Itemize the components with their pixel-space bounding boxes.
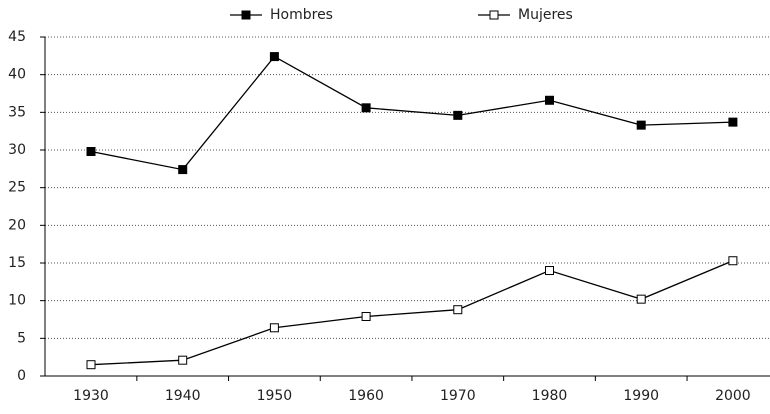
point (178, 355, 188, 365)
line (90, 260, 734, 366)
x-tick-label: 1980 (532, 388, 568, 404)
point (453, 110, 463, 120)
point (545, 95, 554, 105)
y-tick-label: 40 (8, 67, 26, 83)
point (178, 165, 188, 175)
point (453, 305, 463, 315)
point (269, 323, 279, 333)
legend-marker (489, 10, 499, 20)
y-tick-label: 20 (8, 217, 26, 233)
point (86, 360, 96, 370)
x-tick-label: 1940 (165, 388, 201, 404)
point (361, 311, 371, 321)
point (86, 147, 96, 157)
point (636, 120, 646, 130)
line (90, 55, 733, 171)
x-tick-label: 1960 (348, 388, 384, 404)
point (636, 294, 646, 304)
y-tick-label: 0 (17, 368, 26, 384)
y-tick-label: 35 (8, 104, 26, 120)
y-tick-label: 45 (8, 29, 26, 45)
point (728, 256, 738, 266)
x-tick-label: 1950 (257, 388, 293, 404)
x-tick-label: 2000 (715, 388, 751, 404)
y-tick-label: 5 (17, 330, 26, 346)
legend-label: Mujeres (518, 7, 573, 23)
point (545, 266, 554, 276)
point (269, 52, 279, 62)
legend-label: Hombres (270, 7, 333, 23)
x-tick-label: 1930 (73, 388, 109, 404)
y-tick-label: 30 (8, 142, 26, 158)
x-tick-label: 1990 (623, 388, 659, 404)
y-tick-label: 10 (8, 293, 26, 309)
y-tick-label: 25 (8, 180, 26, 196)
point (361, 103, 371, 113)
point (728, 117, 738, 127)
x-tick-label: 1970 (440, 388, 476, 404)
y-tick-label: 15 (8, 255, 26, 271)
legend-marker (241, 10, 251, 20)
